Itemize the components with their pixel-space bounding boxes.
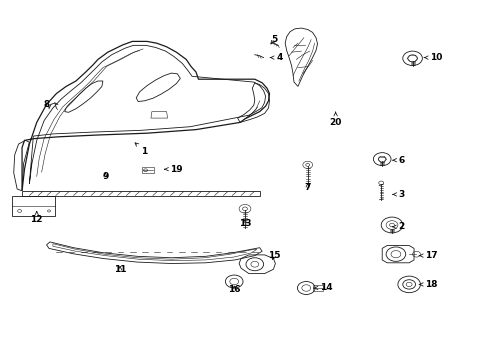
Text: 9: 9	[102, 172, 109, 181]
Text: 8: 8	[44, 100, 49, 109]
Text: 5: 5	[271, 35, 277, 44]
Text: 12: 12	[30, 212, 43, 224]
Text: 13: 13	[239, 219, 251, 228]
Text: 1: 1	[135, 143, 147, 156]
Text: 18: 18	[419, 280, 438, 289]
Text: 14: 14	[314, 284, 332, 292]
Text: 16: 16	[228, 285, 241, 294]
Text: 15: 15	[268, 251, 281, 260]
Text: 3: 3	[393, 190, 405, 199]
Text: 20: 20	[329, 112, 342, 127]
Text: 2: 2	[393, 222, 405, 231]
Text: 19: 19	[165, 165, 183, 174]
Text: 6: 6	[393, 156, 405, 165]
Text: 4: 4	[270, 53, 283, 62]
Text: 17: 17	[419, 251, 438, 260]
Text: 7: 7	[304, 183, 311, 192]
Text: 11: 11	[114, 266, 126, 274]
Text: 10: 10	[424, 53, 442, 62]
